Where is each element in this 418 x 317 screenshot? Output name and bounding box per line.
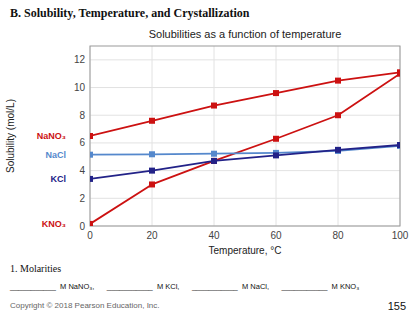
tick-label: 10 [74,82,86,93]
data-point [335,147,341,153]
data-point [273,136,279,142]
series-group [90,69,400,226]
grid-line [214,46,215,226]
series-label: KNO₃ [42,219,66,229]
data-point [397,143,400,149]
grid-line [90,59,400,60]
copyright: Copyright © 2018 Pearson Education, Inc. [10,301,160,310]
grid-line [90,87,400,88]
tick-label: 40 [208,230,220,241]
footer-line: ___________ M NaNO₃, ___________ M KCl, … [9,282,359,291]
data-point [397,71,400,77]
x-axis-label: Temperature, °C [209,245,282,256]
tick-label: 8 [79,110,85,121]
data-point [335,78,341,84]
page-number: 155 [388,300,406,312]
tick-label: 80 [332,230,344,241]
tick-label: 60 [270,230,282,241]
data-point [211,151,217,157]
grid-line [338,46,339,226]
data-point [397,142,400,148]
series-label: NaCl [45,150,66,160]
data-point [211,158,217,164]
tick-label: 6 [79,137,85,148]
chart: B. Solubility, Temperature, and Crystall… [0,0,418,317]
series-label: NaNO₃ [37,131,66,141]
data-point [90,221,93,226]
tick-label: 20 [146,230,158,241]
chart-title: Solubilities as a function of temperatur… [149,28,342,40]
data-point [90,176,93,182]
tick-label: 0 [87,230,93,241]
series-line [90,146,400,155]
data-point [273,152,279,158]
series-line [90,145,400,179]
grid-line [90,115,400,116]
footer-label: 1. Molarities [10,263,61,274]
data-point [90,133,93,139]
series-line [90,74,400,224]
data-point [149,118,155,124]
tick-label: 4 [79,165,85,176]
grid-line [152,46,153,226]
data-point [149,181,155,187]
data-point [211,158,217,164]
grid-line [90,170,400,171]
series-label: KCl [51,174,67,184]
tick-label: 0 [79,221,85,232]
tick-label: 12 [74,54,86,65]
data-point [335,112,341,118]
data-point [149,168,155,174]
grid-line [90,198,400,199]
y-axis-label: Solubility (mol/L) [5,99,16,173]
grid [90,46,400,226]
heading: B. Solubility, Temperature, and Crystall… [10,6,250,20]
data-point [211,103,217,109]
plot-frame [90,46,400,226]
tick-label: 100 [392,230,409,241]
tick-label: 2 [79,193,85,204]
data-point [149,151,155,157]
data-point [273,90,279,96]
grid-line [90,142,400,143]
data-point [90,152,93,158]
